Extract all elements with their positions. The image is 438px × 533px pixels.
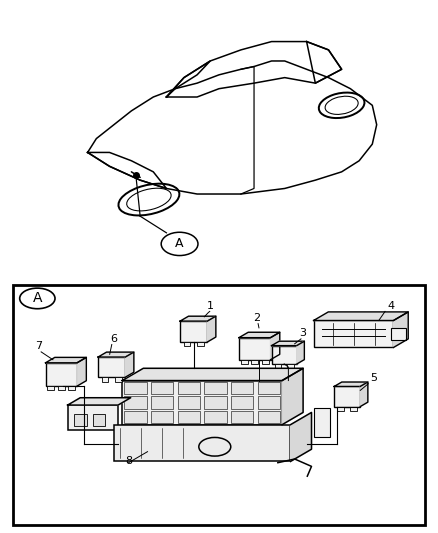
- Bar: [74, 414, 87, 426]
- Text: 7: 7: [35, 341, 42, 351]
- Bar: [337, 407, 344, 411]
- Polygon shape: [334, 382, 368, 386]
- Bar: [314, 408, 330, 437]
- Polygon shape: [46, 358, 86, 363]
- Bar: [180, 321, 208, 342]
- Bar: [392, 328, 406, 340]
- Polygon shape: [98, 352, 134, 357]
- Polygon shape: [77, 358, 86, 386]
- Polygon shape: [271, 332, 280, 360]
- Polygon shape: [314, 312, 408, 320]
- Bar: [47, 386, 54, 391]
- Polygon shape: [272, 341, 304, 345]
- Bar: [334, 386, 360, 407]
- Bar: [46, 363, 77, 386]
- Bar: [122, 381, 282, 425]
- Bar: [93, 414, 106, 426]
- Bar: [102, 377, 108, 382]
- Bar: [68, 386, 75, 391]
- Text: A: A: [32, 292, 42, 305]
- Bar: [272, 345, 297, 364]
- Bar: [115, 377, 122, 382]
- Text: 3: 3: [300, 328, 307, 338]
- Bar: [258, 397, 280, 409]
- Bar: [197, 342, 204, 346]
- Polygon shape: [297, 341, 304, 364]
- Polygon shape: [290, 413, 311, 462]
- Bar: [204, 382, 227, 394]
- Bar: [98, 357, 125, 377]
- Bar: [184, 342, 190, 346]
- Bar: [258, 382, 280, 394]
- Bar: [151, 397, 173, 409]
- Text: 1: 1: [207, 301, 214, 311]
- Bar: [114, 425, 290, 462]
- Text: 2: 2: [253, 313, 261, 323]
- Text: 4: 4: [387, 301, 394, 311]
- Bar: [58, 386, 65, 391]
- Bar: [231, 411, 253, 423]
- Text: 6: 6: [110, 334, 117, 344]
- Bar: [204, 397, 227, 409]
- Polygon shape: [360, 382, 368, 407]
- Bar: [350, 407, 357, 411]
- Bar: [258, 411, 280, 423]
- Bar: [178, 411, 200, 423]
- Bar: [178, 397, 200, 409]
- Bar: [151, 382, 173, 394]
- Bar: [178, 382, 200, 394]
- Polygon shape: [122, 368, 303, 381]
- Bar: [251, 360, 258, 364]
- Polygon shape: [239, 332, 280, 338]
- Polygon shape: [125, 352, 134, 377]
- Bar: [67, 405, 118, 430]
- Bar: [231, 397, 253, 409]
- Bar: [231, 382, 253, 394]
- Text: A: A: [175, 237, 184, 251]
- Polygon shape: [180, 316, 216, 321]
- Bar: [204, 411, 227, 423]
- Bar: [287, 364, 294, 368]
- Bar: [151, 411, 173, 423]
- Polygon shape: [67, 398, 131, 405]
- Polygon shape: [208, 316, 216, 342]
- Text: 8: 8: [125, 456, 132, 466]
- Bar: [262, 360, 268, 364]
- Bar: [275, 364, 281, 368]
- Bar: [124, 382, 147, 394]
- Bar: [239, 338, 271, 360]
- Polygon shape: [393, 312, 408, 348]
- Bar: [314, 320, 393, 348]
- Bar: [124, 411, 147, 423]
- Polygon shape: [282, 368, 303, 425]
- Text: 5: 5: [371, 373, 378, 383]
- Bar: [241, 360, 247, 364]
- Bar: [124, 397, 147, 409]
